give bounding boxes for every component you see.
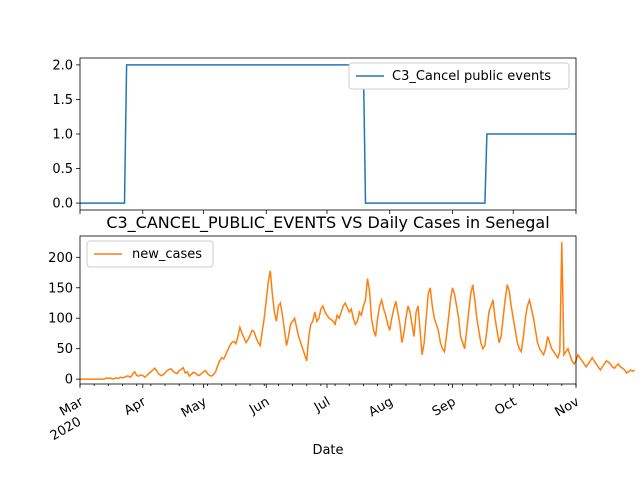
top-legend: C3_Cancel public events	[348, 62, 570, 90]
bottom-y-tick-label: 50	[56, 342, 73, 357]
c3-cancel-public-events-line	[80, 64, 576, 204]
top-y-tick-label: 0.0	[52, 197, 73, 212]
top-y-axis: 0.0 0.5 1.0 1.5 2.0	[52, 58, 80, 212]
top-legend-box	[348, 62, 570, 90]
top-legend-label: C3_Cancel public events	[392, 69, 551, 84]
bottom-chart-title: C3_CANCEL_PUBLIC_EVENTS VS Daily Cases i…	[106, 213, 549, 233]
top-y-tick-label: 2.0	[52, 58, 73, 73]
x-axis-label: Date	[312, 443, 343, 458]
top-x-ticks	[79, 210, 577, 214]
bottom-x-tick-label: May	[179, 394, 210, 421]
bottom-y-axis: 0 50 100 150 200	[48, 251, 80, 388]
bottom-legend-box	[86, 240, 214, 268]
bottom-y-tick-label: 200	[48, 251, 73, 266]
bottom-x-tick-label: Sep	[430, 394, 459, 419]
bottom-axes-frame	[79, 235, 577, 385]
new-cases-line	[80, 242, 636, 380]
bottom-y-tick-label: 0	[65, 373, 73, 388]
bottom-panel: C3_CANCEL_PUBLIC_EVENTS VS Daily Cases i…	[48, 213, 636, 458]
bottom-x-tick-label: Oct	[492, 394, 519, 418]
top-y-tick-label: 1.5	[52, 93, 73, 108]
bottom-legend: new_cases	[86, 240, 214, 268]
bottom-x-tick-label: Apr	[122, 394, 150, 419]
bottom-legend-label: new_cases	[132, 247, 202, 262]
top-y-tick-label: 1.0	[52, 128, 73, 143]
top-panel: 0.0 0.5 1.0 1.5 2.0 C3_Cancel public events	[52, 57, 577, 214]
bottom-x-tick-label: Aug	[366, 394, 395, 420]
bottom-x-tick-label: Nov	[553, 394, 583, 420]
bottom-x-tick-label: Jun	[246, 394, 272, 418]
bottom-x-tick-label: Jul	[311, 394, 333, 415]
top-y-tick-label: 0.5	[52, 162, 73, 177]
bottom-x-tick-label: Mar	[57, 394, 86, 420]
bottom-y-tick-label: 100	[48, 312, 73, 327]
bottom-y-tick-label: 150	[48, 281, 73, 296]
